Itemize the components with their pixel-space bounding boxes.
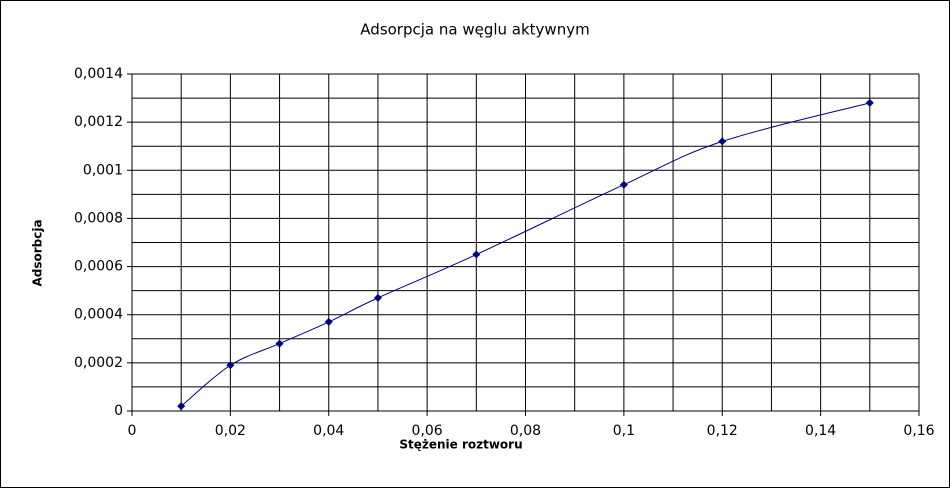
marker: [718, 137, 727, 146]
marker: [373, 293, 382, 302]
marker: [177, 402, 186, 411]
marker: [226, 361, 235, 370]
marker: [324, 317, 333, 326]
x-tick-label: 0,16: [903, 423, 934, 439]
x-tick-label: 0,06: [412, 423, 443, 439]
y-tick-label: 0,0012: [74, 114, 123, 130]
marker: [275, 339, 284, 348]
y-tick-label: 0,001: [83, 162, 123, 178]
chart-title: Adsorpcja na węglu aktywnym: [360, 21, 589, 39]
x-tick-label: 0,02: [215, 423, 246, 439]
x-tick-label: 0: [128, 423, 137, 439]
marker: [619, 180, 628, 189]
x-tick-label: 0,14: [805, 423, 836, 439]
y-tick-label: 0,0014: [74, 66, 123, 82]
x-tick-label: 0,04: [313, 423, 344, 439]
y-tick-label: 0,0004: [74, 307, 123, 323]
y-tick-label: 0: [114, 403, 123, 419]
marker: [472, 250, 481, 259]
marker: [865, 98, 874, 107]
y-tick-label: 0,0006: [74, 259, 123, 275]
x-tick-label: 0,12: [707, 423, 738, 439]
y-tick-label: 0,0002: [74, 355, 123, 371]
y-axis-label: Adsorbcja: [31, 219, 45, 286]
x-tick-label: 0,1: [613, 423, 635, 439]
x-tick-label: 0,08: [510, 423, 541, 439]
y-tick-label: 0,0008: [74, 210, 123, 226]
x-axis-label: Stężenie roztworu: [399, 438, 522, 452]
